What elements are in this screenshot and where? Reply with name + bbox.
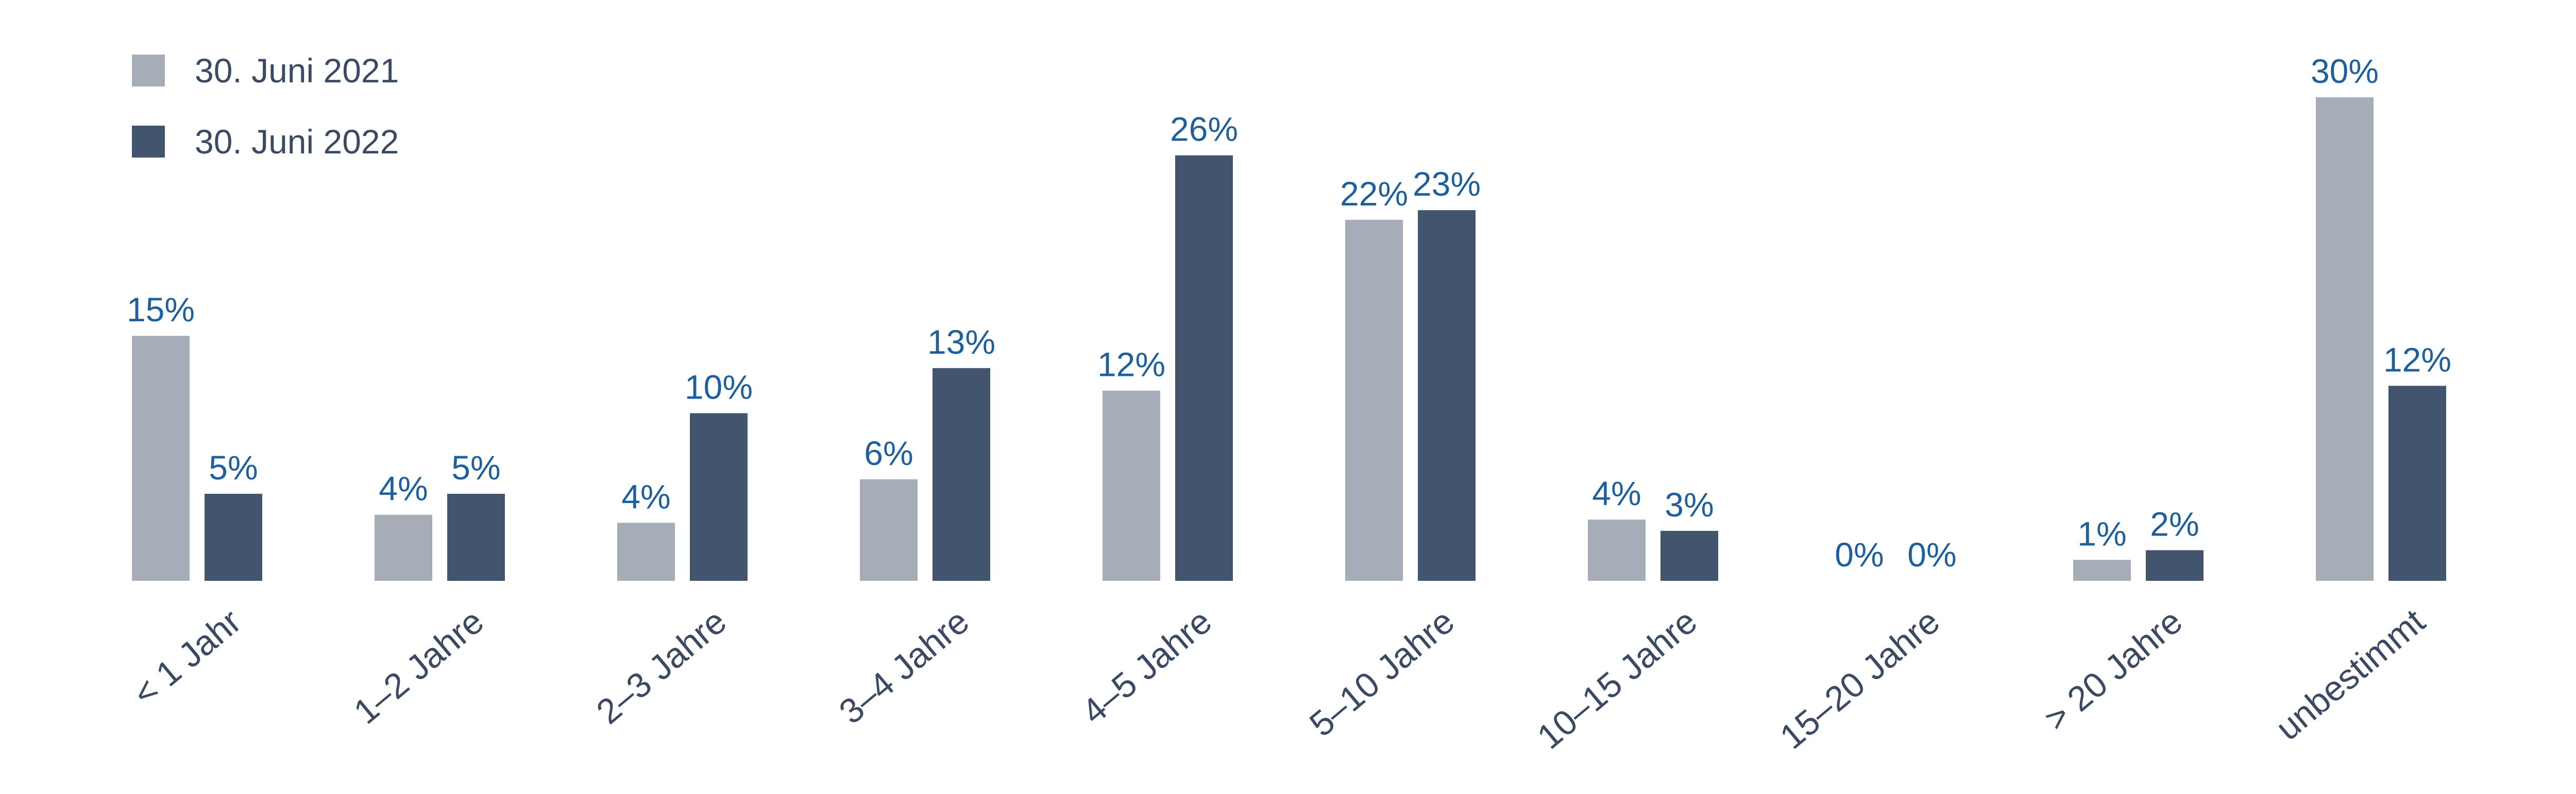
x-tick-label: 1–2 Jahre — [347, 601, 492, 732]
bar — [2073, 560, 2131, 581]
bar — [933, 368, 990, 581]
bar — [617, 523, 675, 581]
value-label: 3% — [1665, 486, 1714, 524]
legend-swatch — [132, 55, 165, 87]
value-label: 30% — [2311, 52, 2379, 90]
value-label: 6% — [864, 434, 913, 472]
bar — [1588, 520, 1646, 581]
bar — [205, 493, 262, 581]
x-tick-label: 5–10 Jahre — [1302, 601, 1462, 744]
value-label: 4% — [1592, 474, 1641, 512]
value-label: 23% — [1413, 165, 1481, 203]
x-tick-label: 4–5 Jahre — [1075, 601, 1219, 732]
legend-label: 30. Juni 2021 — [195, 51, 399, 90]
value-label: 10% — [685, 368, 753, 406]
value-label: 5% — [209, 448, 258, 487]
value-label: 22% — [1340, 175, 1408, 213]
x-tick-label: 2–3 Jahre — [589, 601, 734, 732]
value-label: 0% — [1835, 536, 1884, 574]
bar — [132, 336, 190, 581]
legend-label: 30. Juni 2022 — [195, 123, 399, 161]
bar — [690, 413, 748, 581]
value-label: 12% — [2383, 340, 2451, 378]
bar — [2388, 386, 2446, 581]
value-label: 26% — [1170, 110, 1238, 148]
value-label: 4% — [379, 470, 428, 508]
bar — [1660, 530, 1718, 581]
bar — [1345, 219, 1403, 581]
x-tick-label: < 1 Jahr — [126, 601, 249, 713]
value-label: 4% — [621, 477, 670, 515]
value-label: 0% — [1907, 536, 1956, 574]
bar — [2146, 550, 2204, 581]
value-label: 2% — [2150, 505, 2199, 543]
x-tick-label: 15–20 Jahre — [1773, 601, 1947, 756]
bar — [1103, 390, 1160, 581]
x-tick-label: > 20 Jahre — [2037, 601, 2190, 738]
value-label: 12% — [1097, 346, 1165, 384]
value-label: 1% — [2077, 514, 2126, 553]
bar — [447, 493, 505, 581]
value-label: 5% — [451, 448, 500, 487]
x-tick-label: 3–4 Jahre — [832, 601, 977, 732]
x-tick-label: unbestimmt — [2268, 601, 2432, 748]
bar — [1175, 155, 1233, 581]
x-tick-label: 10–15 Jahre — [1530, 601, 1704, 756]
value-label: 15% — [127, 290, 195, 329]
bar — [1418, 210, 1476, 581]
bar — [860, 479, 918, 581]
value-label: 13% — [927, 323, 995, 361]
bar — [2316, 97, 2374, 581]
bar — [375, 514, 432, 581]
legend-swatch — [132, 126, 165, 158]
